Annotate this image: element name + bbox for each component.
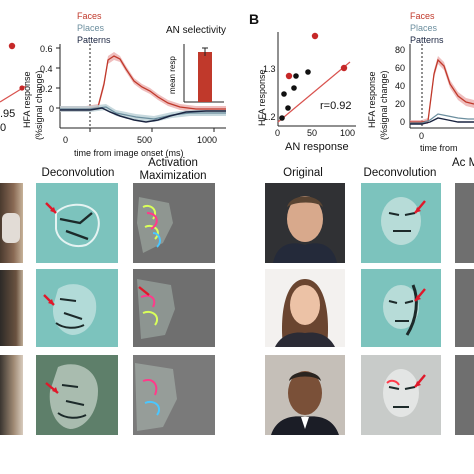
y-tick-0: 0: [400, 117, 406, 127]
column-title-deconvolution-b: Deconvolution: [363, 167, 437, 179]
scatter-x-axis-label: AN response: [285, 141, 349, 153]
legend-places: Places: [77, 23, 105, 33]
deconvolution-image-b2: [361, 269, 441, 347]
scatter-point: [305, 69, 311, 75]
scatter-point: [340, 64, 348, 72]
original-face-image-b2: [265, 269, 345, 347]
scatter-r-value-partial: .95: [0, 108, 16, 120]
scatter-r-value: r=0.92: [320, 100, 352, 112]
panel-a-timecourse-plot: [56, 44, 226, 132]
legend-faces: Faces: [77, 11, 102, 21]
y-tick-80: 80: [395, 45, 406, 55]
scatter-x-tick-50: 50: [307, 128, 318, 138]
x-tick-500: 500: [137, 135, 153, 145]
scatter-point: [285, 72, 293, 80]
legend-patterns-b: Patterns: [410, 35, 444, 45]
y-tick: 0: [49, 104, 55, 114]
y-tick: 0.4: [40, 64, 53, 74]
scatter-y-tick-1-2: 1.2: [263, 112, 276, 122]
deconvolution-image-b1: [361, 183, 441, 263]
scatter-point: [293, 73, 299, 79]
places-line-b: [410, 113, 474, 124]
scatter-point: [291, 85, 297, 91]
column-title-original: Original: [283, 167, 323, 179]
original-face-image-a1: [0, 183, 23, 263]
original-face-image-a3: [0, 355, 23, 435]
original-face-image-a2: [0, 270, 23, 346]
legend-patterns: Patterns: [77, 35, 111, 45]
legend-faces-b: Faces: [410, 11, 435, 21]
y-tick: 0.6: [40, 44, 53, 54]
activation-maximization-image-a1: [133, 183, 215, 263]
scatter-y-tick-1-3: 1.3: [263, 64, 276, 74]
scatter-point: [281, 91, 287, 97]
scatter-point: [311, 32, 319, 40]
original-face-image-b1: [265, 183, 345, 263]
y-tick-20: 20: [395, 99, 406, 109]
patterns-line-b: [410, 117, 474, 125]
y-axis-label-line2-b: (%signal change): [379, 70, 389, 140]
panel-letter-b: B: [249, 11, 260, 27]
scatter-point: [19, 85, 25, 91]
column-title-activation-maximization: Activation Maximization: [139, 157, 207, 182]
inset-bar-faces: [198, 52, 212, 102]
panel-b-scatter-plot: [277, 32, 356, 127]
x-tick-1000: 1000: [197, 135, 218, 145]
deconvolution-image-a3: [36, 355, 118, 435]
x-axis-label-b: time from: [420, 143, 458, 153]
legend-places-b: Places: [410, 23, 438, 33]
y-tick-40: 40: [395, 81, 406, 91]
faces-line-b: [410, 58, 474, 123]
scatter-x-tick-partial: 0: [0, 122, 7, 134]
y-axis-label-line2: (%signal change): [34, 70, 44, 140]
column-title-deconvolution-a: Deconvolution: [41, 167, 115, 179]
inset-ylabel: mean resp: [168, 56, 177, 94]
activation-maximization-image-b1: [455, 183, 474, 263]
panel-a-scatter-partial: [0, 42, 27, 103]
inset-title: AN selectivity: [166, 25, 227, 36]
deconvolution-image-a2: [36, 269, 118, 347]
activation-maximization-image-b2: [455, 269, 474, 347]
scatter-x-tick-100: 100: [340, 128, 356, 138]
inset-bar-chart: [183, 44, 224, 103]
patterns-line: [60, 107, 226, 123]
deconvolution-image-a1: [36, 183, 118, 263]
activation-maximization-image-a3: [133, 355, 215, 435]
scatter-point: [279, 115, 285, 121]
y-axis-label-line1: HFA response: [22, 71, 32, 128]
y-axis-label-line1-b: HFA response: [367, 71, 377, 128]
column-title-activation-maximization-b: Ac M: [452, 157, 474, 169]
scatter-point: [285, 105, 291, 111]
activation-maximization-image-a2: [133, 269, 215, 347]
x-tick-0-b: 0: [419, 131, 425, 141]
x-tick-0: 0: [63, 135, 69, 145]
y-tick: 0.2: [40, 84, 53, 94]
deconvolution-image-b3: [361, 355, 441, 435]
arrow-icon: [138, 286, 150, 296]
faces-line: [60, 55, 226, 110]
original-face-image-b3: [265, 355, 345, 435]
regression-line: [277, 61, 351, 123]
y-tick-60: 60: [395, 63, 406, 73]
scatter-point: [8, 42, 16, 50]
x-axis-label: time from image onset (ms): [74, 148, 184, 158]
panel-b-timecourse-plot: [409, 44, 474, 129]
scatter-x-tick-0: 0: [275, 128, 281, 138]
activation-maximization-image-b3: [455, 355, 474, 435]
